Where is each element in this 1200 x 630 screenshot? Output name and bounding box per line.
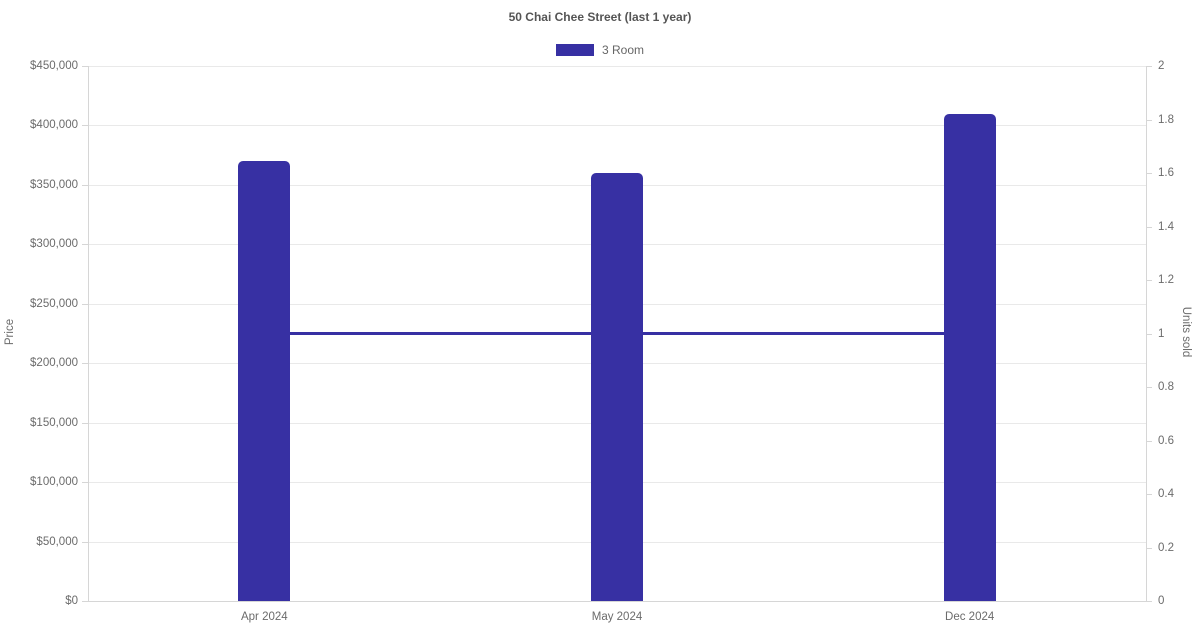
- gridline: [88, 66, 1146, 67]
- y-axis-right-tick-label: 1.2: [1158, 274, 1174, 286]
- y-axis-left-tick: [82, 185, 88, 186]
- chart-title: 50 Chai Chee Street (last 1 year): [508, 10, 692, 24]
- y-axis-left-tick: [82, 304, 88, 305]
- x-axis-line: [88, 601, 1147, 602]
- y-axis-left-tick-label: $300,000: [30, 238, 78, 250]
- y-axis-right-tick: [1146, 548, 1152, 549]
- y-axis-left-tick-label: $150,000: [30, 417, 78, 429]
- y-axis-right-tick: [1146, 120, 1152, 121]
- plot-area: [88, 66, 1146, 602]
- y-axis-left-tick: [82, 542, 88, 543]
- x-axis-tick-label: Dec 2024: [945, 611, 995, 623]
- y-axis-right-tick: [1146, 227, 1152, 228]
- y-axis-left-tick-label: $350,000: [30, 179, 78, 191]
- bar-apr-2024: [238, 161, 291, 601]
- y-axis-right-tick: [1146, 334, 1152, 335]
- legend-label: 3 Room: [601, 43, 645, 57]
- y-axis-left-tick-label: $200,000: [30, 357, 78, 369]
- y-axis-left-tick-label: $50,000: [36, 536, 78, 548]
- y-axis-left-tick: [82, 66, 88, 67]
- y-axis-right-tick-label: 0.8: [1158, 381, 1174, 393]
- y-axis-left-tick-label: $400,000: [30, 119, 78, 131]
- x-axis-tick-label: Apr 2024: [240, 611, 288, 623]
- y-axis-right-tick: [1146, 66, 1152, 67]
- y-axis-title-units-sold: Units sold: [1180, 306, 1192, 358]
- y-axis-right-tick-label: 1: [1158, 328, 1165, 340]
- y-axis-left-tick: [82, 423, 88, 424]
- y-axis-left-line: [88, 66, 89, 601]
- y-axis-right-tick: [1146, 387, 1152, 388]
- bar-dec-2024: [943, 113, 996, 601]
- units-sold-line: [264, 332, 970, 335]
- y-axis-right-tick-label: 0: [1158, 595, 1165, 607]
- y-axis-left-tick: [82, 601, 88, 602]
- y-axis-right-tick-label: 0.2: [1158, 542, 1174, 554]
- y-axis-right-tick-label: 0.4: [1158, 488, 1174, 500]
- y-axis-left-tick-label: $0: [65, 595, 78, 607]
- bar-may-2024: [591, 173, 643, 601]
- y-axis-right-tick: [1146, 494, 1152, 495]
- y-axis-right-tick-label: 1.6: [1158, 167, 1174, 179]
- y-axis-right-tick: [1146, 280, 1152, 281]
- y-axis-right-tick-label: 2: [1158, 60, 1165, 72]
- y-axis-right-tick: [1146, 441, 1152, 442]
- y-axis-right-line: [1146, 66, 1147, 601]
- y-axis-left-tick: [82, 125, 88, 126]
- y-axis-left-tick: [82, 363, 88, 364]
- x-axis-tick-label: May 2024: [591, 611, 643, 623]
- gridline: [88, 125, 1146, 126]
- y-axis-left-tick-label: $450,000: [30, 60, 78, 72]
- legend-swatch-icon: [555, 44, 594, 56]
- y-axis-right-tick-label: 1.8: [1158, 114, 1174, 126]
- y-axis-left-tick-label: $250,000: [30, 298, 78, 310]
- y-axis-right-tick-label: 1.4: [1158, 221, 1174, 233]
- y-axis-left-tick-label: $100,000: [30, 476, 78, 488]
- y-axis-title-price: Price: [4, 318, 16, 346]
- y-axis-left-tick: [82, 482, 88, 483]
- y-axis-right-tick-label: 0.6: [1158, 435, 1174, 447]
- y-axis-right-tick: [1146, 173, 1152, 174]
- legend-item-3-room[interactable]: 3 Room: [0, 43, 1200, 57]
- y-axis-right-tick: [1146, 601, 1152, 602]
- y-axis-left-tick: [82, 244, 88, 245]
